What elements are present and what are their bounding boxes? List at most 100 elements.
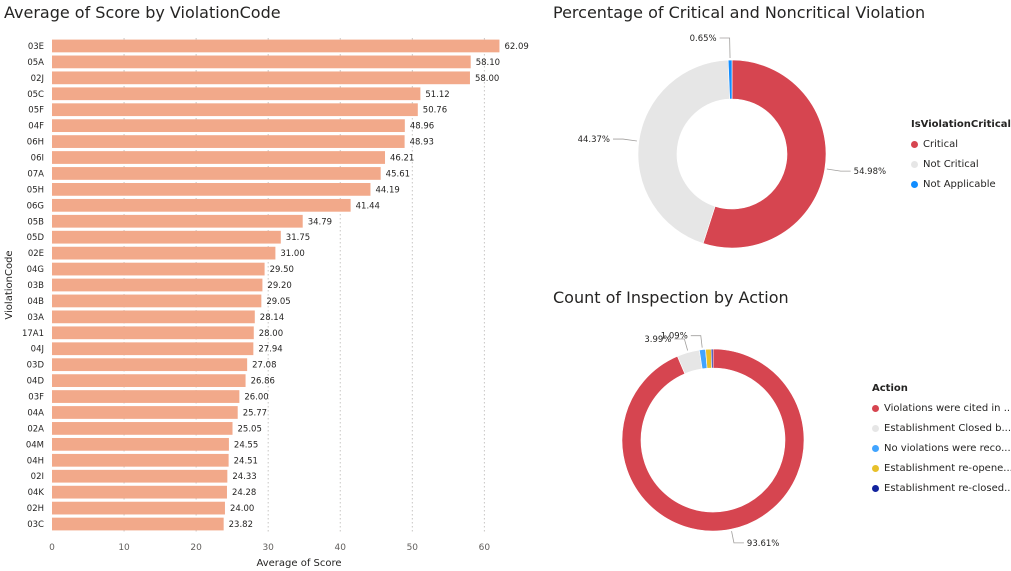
- legend-item-label: Establishment re-closed...: [884, 482, 1011, 494]
- donut-slice: [637, 59, 731, 244]
- donut-data-label: 3.99%: [644, 335, 671, 345]
- bar-data-label: 24.28: [232, 488, 256, 498]
- bar-data-label: 25.05: [238, 424, 262, 434]
- bar: [52, 230, 281, 244]
- bar: [52, 214, 303, 228]
- y-tick-label: 04B: [27, 297, 44, 307]
- legend-item[interactable]: Critical: [911, 134, 1011, 154]
- bar-data-label: 26.86: [251, 377, 275, 387]
- y-tick-label: 03D: [27, 361, 45, 371]
- bar-data-label: 24.33: [232, 472, 256, 482]
- bar-data-label: 24.00: [230, 504, 254, 514]
- bar: [52, 135, 405, 148]
- bar-data-label: 24.55: [234, 440, 258, 450]
- y-tick-label: 06H: [27, 138, 44, 148]
- y-tick-label: 05H: [27, 185, 44, 195]
- y-tick-label: 04K: [28, 488, 45, 498]
- legend-marker-icon: [911, 160, 918, 168]
- bar: [52, 151, 386, 164]
- x-tick-label: 20: [190, 543, 202, 553]
- y-tick-label: 06G: [27, 201, 44, 211]
- leader-line: [674, 338, 689, 351]
- y-tick-label: 05F: [28, 106, 44, 116]
- y-tick-label: 04A: [27, 408, 44, 418]
- legend-marker-icon: [911, 140, 918, 148]
- bar: [52, 358, 248, 372]
- bar: [52, 103, 418, 117]
- y-tick-label: 04M: [26, 440, 44, 450]
- legend-item-label: Establishment re-opene...: [884, 462, 1011, 474]
- bar-data-label: 48.96: [410, 122, 434, 132]
- bar: [52, 55, 471, 69]
- donut-data-label: 1.09%: [661, 332, 688, 342]
- bar: [52, 294, 262, 308]
- donut-data-label: 54.98%: [854, 167, 886, 177]
- bar-data-label: 29.50: [270, 265, 294, 275]
- bar-data-label: 45.61: [386, 169, 410, 179]
- bar-data-label: 44.19: [375, 185, 399, 195]
- legend-item[interactable]: Establishment re-opene...: [872, 458, 1011, 478]
- action-legend-title: Action: [872, 383, 908, 394]
- bar: [52, 374, 246, 387]
- bar: [52, 342, 254, 356]
- bar: [52, 406, 238, 419]
- bar: [52, 119, 405, 133]
- bar: [52, 437, 229, 451]
- bar: [52, 167, 381, 180]
- action-donut-title: Count of Inspection by Action: [553, 288, 789, 307]
- y-tick-label: 04J: [31, 345, 44, 355]
- bar-data-label: 28.14: [260, 313, 284, 323]
- legend-marker-icon: [872, 464, 879, 472]
- bar-data-label: 31.75: [286, 233, 310, 243]
- bar-data-label: 27.94: [258, 345, 282, 355]
- legend-item-label: Violations were cited in ...: [884, 402, 1011, 414]
- legend-item[interactable]: No violations were reco...: [872, 438, 1011, 458]
- x-tick-label: 40: [335, 543, 347, 553]
- legend-item[interactable]: Violations were cited in ...: [872, 398, 1011, 418]
- bar: [52, 246, 276, 260]
- y-tick-label: 02I: [31, 472, 44, 482]
- legend-item-label: Not Critical: [923, 158, 979, 170]
- legend-item[interactable]: Establishment Closed b...: [872, 418, 1011, 438]
- bar: [52, 198, 351, 212]
- bar-data-label: 58.10: [476, 58, 500, 68]
- donut-slice: [702, 59, 827, 249]
- leader-line: [690, 335, 703, 348]
- x-tick-label: 50: [407, 543, 419, 553]
- y-tick-label: 03A: [27, 313, 44, 323]
- legend-item-label: No violations were reco...: [884, 442, 1011, 454]
- bar-data-label: 50.76: [423, 106, 447, 116]
- bar-data-label: 28.00: [259, 329, 283, 339]
- bar: [52, 390, 240, 403]
- leader-line: [613, 138, 637, 142]
- legend-item-label: Establishment Closed b...: [884, 422, 1011, 434]
- leader-line: [731, 531, 744, 544]
- bar: [52, 326, 254, 340]
- critical-legend: IsViolationCritical Critical Not Critical…: [911, 119, 1011, 194]
- donut-data-label: 44.37%: [578, 135, 610, 145]
- y-tick-label: 03B: [27, 281, 44, 291]
- bar: [52, 183, 371, 196]
- legend-item-label: Not Applicable: [923, 178, 996, 190]
- bar: [52, 517, 224, 531]
- bar: [52, 469, 228, 483]
- y-tick-label: 04D: [27, 377, 45, 387]
- y-tick-label: 06I: [31, 154, 44, 164]
- y-tick-label: 03C: [27, 520, 44, 530]
- legend-item[interactable]: Not Critical: [911, 154, 1011, 174]
- donut-slice: [621, 348, 805, 532]
- x-tick-label: 10: [118, 543, 130, 553]
- legend-item[interactable]: Not Applicable: [911, 174, 1011, 194]
- critical-donut-title: Percentage of Critical and Noncritical V…: [553, 3, 926, 22]
- bar-data-label: 48.93: [410, 138, 434, 148]
- donut-data-label: 93.61%: [747, 539, 779, 549]
- y-axis-title: ViolationCode: [4, 250, 15, 319]
- bar: [52, 310, 255, 324]
- bar-data-label: 24.51: [234, 456, 258, 466]
- bar-chart: 0 10 20 30 40 50 60 03E 62.09 05A 58.10 02J 58.00 05C…: [4, 38, 529, 569]
- y-tick-label: 05D: [27, 233, 45, 243]
- y-tick-label: 04F: [28, 122, 44, 132]
- bar: [52, 422, 233, 435]
- leader-line: [826, 168, 851, 172]
- legend-item[interactable]: Establishment re-closed...: [872, 478, 1011, 498]
